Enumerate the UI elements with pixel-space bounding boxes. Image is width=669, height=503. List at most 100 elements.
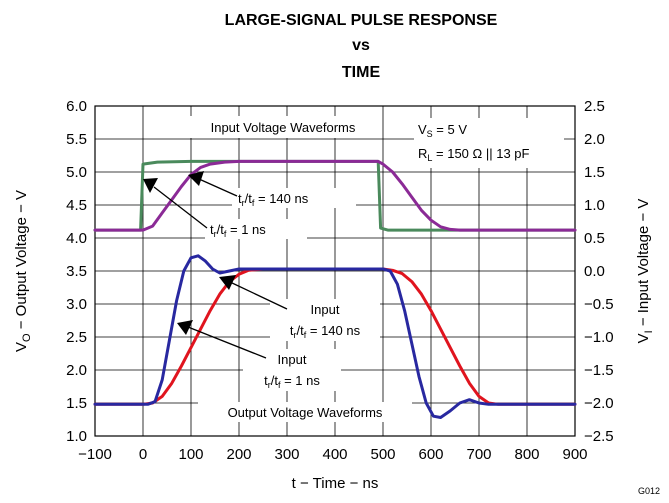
out140-t: t: [290, 323, 294, 338]
y-right-tick-label: 2.0: [584, 131, 605, 148]
y-left-tick-label: 4.5: [66, 197, 87, 214]
in1-s1: r: [214, 229, 217, 239]
y-right-tick-label: −0.5: [584, 296, 614, 313]
y-left-tick-labels: 1.0 1.5 2.0 2.5 3.0 3.5 4.0 4.5 5.0 5.5 6.0: [66, 98, 87, 445]
x-tick-label: −100: [78, 446, 112, 463]
chart-title-line-1: LARGE-SIGNAL PULSE RESPONSE: [225, 12, 498, 29]
arrow-line-in140: [198, 178, 238, 197]
arrow-heads: [143, 171, 236, 335]
vs-label-pre: V: [418, 122, 427, 137]
y-left-tick-label: 4.0: [66, 230, 87, 247]
label-bg-in140: [232, 188, 356, 208]
chart-title-line-3: TIME: [342, 64, 381, 81]
conditions-label-bg: [414, 118, 564, 168]
out140-top-label: Input: [311, 302, 340, 317]
in140-label: tr/tf = 140 ns: [238, 191, 309, 208]
in1-t: t: [210, 222, 214, 237]
arrow-line-out140: [229, 281, 288, 310]
out1-s2: f: [278, 380, 281, 390]
out1-t: t: [264, 373, 268, 388]
in1-s2: f: [224, 229, 227, 239]
in140-s1: r: [242, 198, 245, 208]
in1-label: tr/tf = 1 ns: [210, 222, 266, 239]
arrow-head-out140: [219, 275, 236, 290]
y-axis-right-label: VI − Input Voltage − V: [635, 199, 655, 344]
label-bg-out140: [270, 299, 380, 341]
label-bg-in1: [205, 219, 307, 239]
out1-post: = 1 ns: [280, 373, 320, 388]
x-tick-label: 0: [139, 446, 147, 463]
in140-m: /t: [245, 191, 253, 206]
out1-s1: r: [268, 380, 271, 390]
x-tick-label: 300: [274, 446, 299, 463]
y-right-label-sub: I: [643, 330, 655, 333]
x-tick-label: 200: [226, 446, 251, 463]
chart-title-line-2: vs: [352, 37, 370, 54]
rl-label-post: = 150 Ω || 13 pF: [432, 146, 529, 161]
y-left-tick-label: 2.5: [66, 329, 87, 346]
input-waveforms-label: Input Voltage Waveforms: [211, 120, 356, 135]
x-tick-label: 400: [322, 446, 347, 463]
vs-label: VS = 5 V: [418, 122, 467, 139]
out140-post: = 140 ns: [306, 323, 360, 338]
x-tick-label: 700: [466, 446, 491, 463]
y-left-tick-label: 5.0: [66, 164, 87, 181]
series-line-4: [93, 254, 577, 419]
vs-label-sub: S: [427, 129, 433, 139]
rl-label-pre: R: [418, 146, 427, 161]
y-left-tick-label: 3.5: [66, 263, 87, 280]
in140-s2: f: [252, 198, 255, 208]
y-right-tick-label: 0.5: [584, 230, 605, 247]
out1-m: /t: [271, 373, 279, 388]
rl-label-sub: L: [427, 153, 432, 163]
y-right-tick-label: −1.5: [584, 362, 614, 379]
y-left-label-sub: O: [21, 333, 33, 342]
in140-post: = 140 ns: [254, 191, 308, 206]
output-waveforms-label-bg: [198, 402, 412, 422]
pointer-arrows: [153, 178, 288, 359]
y-left-tick-label: 3.0: [66, 296, 87, 313]
x-axis-label: t − Time − ns: [292, 475, 379, 492]
y-right-tick-label: −1.0: [584, 329, 614, 346]
out140-s2: f: [304, 330, 307, 340]
out140-s1: r: [294, 330, 297, 340]
arrow-line-out1: [187, 326, 267, 359]
y-left-label-v: V: [13, 342, 30, 352]
rl-label: RL = 150 Ω || 13 pF: [418, 146, 530, 163]
x-tick-label: 500: [370, 446, 395, 463]
series-layer: [93, 159, 577, 419]
y-left-tick-label: 5.5: [66, 131, 87, 148]
y-right-tick-label: 1.0: [584, 197, 605, 214]
output-waveforms-label: Output Voltage Waveforms: [228, 405, 383, 420]
out140-label: tr/tf = 140 ns: [290, 323, 361, 340]
x-tick-labels: −100 0 100 200 300 400 500 600 700 800 900: [78, 446, 587, 463]
x-tick-label: 100: [178, 446, 203, 463]
y-right-tick-labels: −2.5 −2.0 −1.5 −1.0 −0.5 0.0 0.5 1.0 1.5 2.0 2.5: [584, 98, 614, 445]
arrow-head-in1: [143, 178, 158, 193]
y-right-tick-label: 2.5: [584, 98, 605, 115]
series-line-2: [93, 159, 577, 232]
y-right-label-rest: − Input Voltage − V: [635, 199, 652, 331]
arrow-line-in1: [153, 186, 208, 229]
y-left-tick-label: 6.0: [66, 98, 87, 115]
in140-t: t: [238, 191, 242, 206]
y-axis-left-label: VO − Output Voltage − V: [13, 190, 33, 352]
y-left-tick-label: 2.0: [66, 362, 87, 379]
out1-label: tr/tf = 1 ns: [264, 373, 320, 390]
in1-post: = 1 ns: [226, 222, 266, 237]
out140-m: /t: [297, 323, 305, 338]
x-tick-label: 600: [418, 446, 443, 463]
y-right-label-v: V: [635, 333, 652, 343]
out1-top-label: Input: [278, 352, 307, 367]
y-left-tick-label: 1.0: [66, 428, 87, 445]
y-right-tick-label: 0.0: [584, 263, 605, 280]
series-line-1: [93, 159, 577, 232]
arrow-head-out1: [177, 320, 193, 335]
x-tick-label: 900: [562, 446, 587, 463]
figure-code: G012: [638, 486, 660, 496]
in1-m: /t: [217, 222, 225, 237]
y-right-tick-label: −2.0: [584, 395, 614, 412]
y-left-label-rest: − Output Voltage − V: [13, 190, 30, 333]
arrow-head-in140: [188, 171, 204, 186]
